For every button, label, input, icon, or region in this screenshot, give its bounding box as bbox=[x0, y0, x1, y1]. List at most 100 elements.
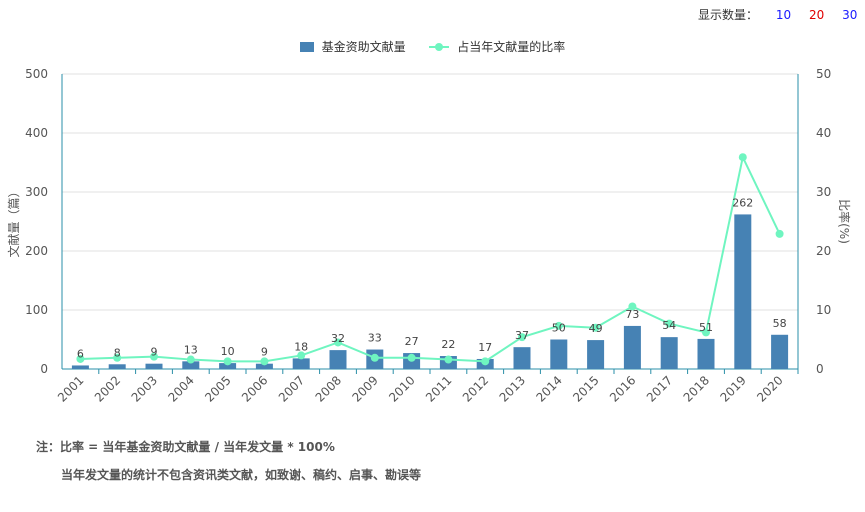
bar-data-label: 9 bbox=[151, 346, 158, 359]
bar bbox=[219, 363, 237, 369]
bar bbox=[771, 334, 789, 369]
note-line-1: 注：比率 = 当年基金资助文献量 / 当年发文量 * 100% bbox=[36, 440, 335, 454]
ratio-line bbox=[80, 154, 781, 363]
x-tick-label: 2006 bbox=[239, 373, 270, 404]
bar bbox=[513, 347, 531, 369]
ratio-point bbox=[775, 229, 784, 238]
y2-tick-label: 30 bbox=[816, 185, 831, 199]
bar-data-label: 32 bbox=[331, 332, 345, 345]
bar bbox=[71, 365, 89, 369]
ratio-point bbox=[407, 353, 416, 362]
x-tick-label: 2003 bbox=[129, 373, 160, 404]
ratio-point bbox=[297, 351, 306, 360]
x-tick-label: 2008 bbox=[313, 373, 344, 404]
x-tick-label: 2011 bbox=[423, 373, 454, 404]
bar bbox=[734, 214, 752, 369]
legend-bar-swatch bbox=[299, 42, 314, 52]
ratio-point bbox=[628, 302, 637, 311]
ratio-point bbox=[591, 323, 600, 332]
ratio-point bbox=[76, 354, 85, 363]
bar-data-label: 51 bbox=[699, 321, 713, 334]
ratio-point bbox=[518, 333, 526, 342]
bar bbox=[550, 339, 568, 369]
bar-data-label: 27 bbox=[405, 335, 419, 348]
bar-data-label: 17 bbox=[478, 341, 492, 354]
y2-tick-label: 0 bbox=[816, 362, 824, 376]
y2-axis-title: 比率(%) bbox=[837, 199, 852, 244]
bar-data-label: 262 bbox=[732, 196, 753, 209]
bar-data-label: 58 bbox=[773, 317, 787, 330]
x-tick-label: 2019 bbox=[717, 373, 748, 404]
ratio-point bbox=[738, 153, 747, 162]
x-tick-label: 2017 bbox=[644, 373, 675, 404]
y2-tick-label: 10 bbox=[816, 303, 831, 317]
x-tick-label: 2020 bbox=[754, 373, 785, 404]
x-tick-label: 2002 bbox=[92, 373, 123, 404]
x-tick-label: 2010 bbox=[386, 373, 417, 404]
y2-tick-label: 20 bbox=[816, 244, 831, 258]
ratio-point bbox=[113, 353, 122, 362]
y2-tick-label: 50 bbox=[816, 67, 831, 81]
ratio-point bbox=[665, 319, 674, 328]
x-tick-label: 2016 bbox=[607, 373, 638, 404]
legend-label-funded-count: 基金资助文献量 bbox=[321, 40, 406, 54]
chart-legend: 基金资助文献量 占当年文献量的比率 bbox=[0, 38, 865, 55]
x-tick-label: 2005 bbox=[202, 373, 233, 404]
display-count-label: 显示数量： bbox=[698, 8, 759, 22]
note-line-2: 当年发文量的统计不包含资讯类文献，如致谢、稿约、启事、勘误等 bbox=[61, 468, 422, 482]
display-count-option-10[interactable]: 10 bbox=[775, 8, 792, 22]
bar-data-label: 13 bbox=[184, 343, 198, 356]
ratio-point bbox=[223, 357, 232, 366]
display-count-selector: 显示数量： 10 20 30 bbox=[698, 6, 857, 23]
x-tick-label: 2012 bbox=[460, 373, 491, 404]
y-tick-label: 400 bbox=[25, 126, 48, 140]
display-count-option-20[interactable]: 20 bbox=[808, 8, 825, 22]
bar bbox=[292, 358, 310, 369]
bar bbox=[587, 340, 605, 369]
ratio-point bbox=[481, 357, 490, 366]
x-tick-label: 2004 bbox=[165, 373, 196, 404]
y-tick-label: 300 bbox=[25, 185, 48, 199]
bar bbox=[108, 364, 126, 369]
ratio-point bbox=[370, 353, 379, 362]
y-tick-label: 0 bbox=[40, 362, 48, 376]
ratio-point bbox=[260, 357, 269, 366]
bar-data-label: 50 bbox=[552, 322, 566, 335]
x-tick-label: 2015 bbox=[570, 373, 601, 404]
legend-line-swatch bbox=[429, 42, 450, 52]
bar bbox=[329, 350, 347, 369]
display-count-option-30[interactable]: 30 bbox=[842, 8, 858, 22]
y-tick-label: 200 bbox=[25, 244, 48, 258]
ratio-point bbox=[186, 355, 195, 364]
legend-item-funded-count[interactable]: 基金资助文献量 bbox=[299, 38, 406, 55]
bar bbox=[182, 361, 200, 369]
bar bbox=[145, 363, 163, 369]
x-tick-label: 2014 bbox=[533, 373, 564, 404]
bar bbox=[623, 325, 641, 369]
bar-data-label: 22 bbox=[441, 338, 455, 351]
bar-data-label: 73 bbox=[625, 308, 639, 321]
x-tick-label: 2013 bbox=[497, 373, 528, 404]
y-tick-label: 100 bbox=[25, 303, 48, 317]
bar-data-label: 10 bbox=[221, 345, 235, 358]
legend-label-ratio: 占当年文献量的比率 bbox=[457, 40, 566, 54]
x-tick-label: 2007 bbox=[276, 373, 307, 404]
ratio-point bbox=[150, 352, 158, 361]
y-tick-label: 500 bbox=[25, 67, 48, 81]
legend-item-ratio[interactable]: 占当年文献量的比率 bbox=[429, 38, 565, 55]
x-tick-label: 2009 bbox=[349, 373, 380, 404]
ratio-point bbox=[334, 338, 342, 347]
bar-data-label: 6 bbox=[77, 347, 84, 360]
ratio-point bbox=[702, 328, 710, 337]
bar-data-label: 54 bbox=[662, 319, 676, 332]
y-axis-title: 文献量（篇） bbox=[6, 185, 21, 257]
bar-data-label: 18 bbox=[294, 340, 308, 353]
bar bbox=[255, 363, 273, 369]
bar bbox=[697, 338, 715, 369]
bar bbox=[660, 337, 678, 369]
bar-data-label: 37 bbox=[515, 329, 529, 342]
bar-data-label: 33 bbox=[368, 332, 382, 345]
x-tick-label: 2001 bbox=[55, 373, 86, 404]
bar-data-label: 49 bbox=[589, 322, 603, 335]
